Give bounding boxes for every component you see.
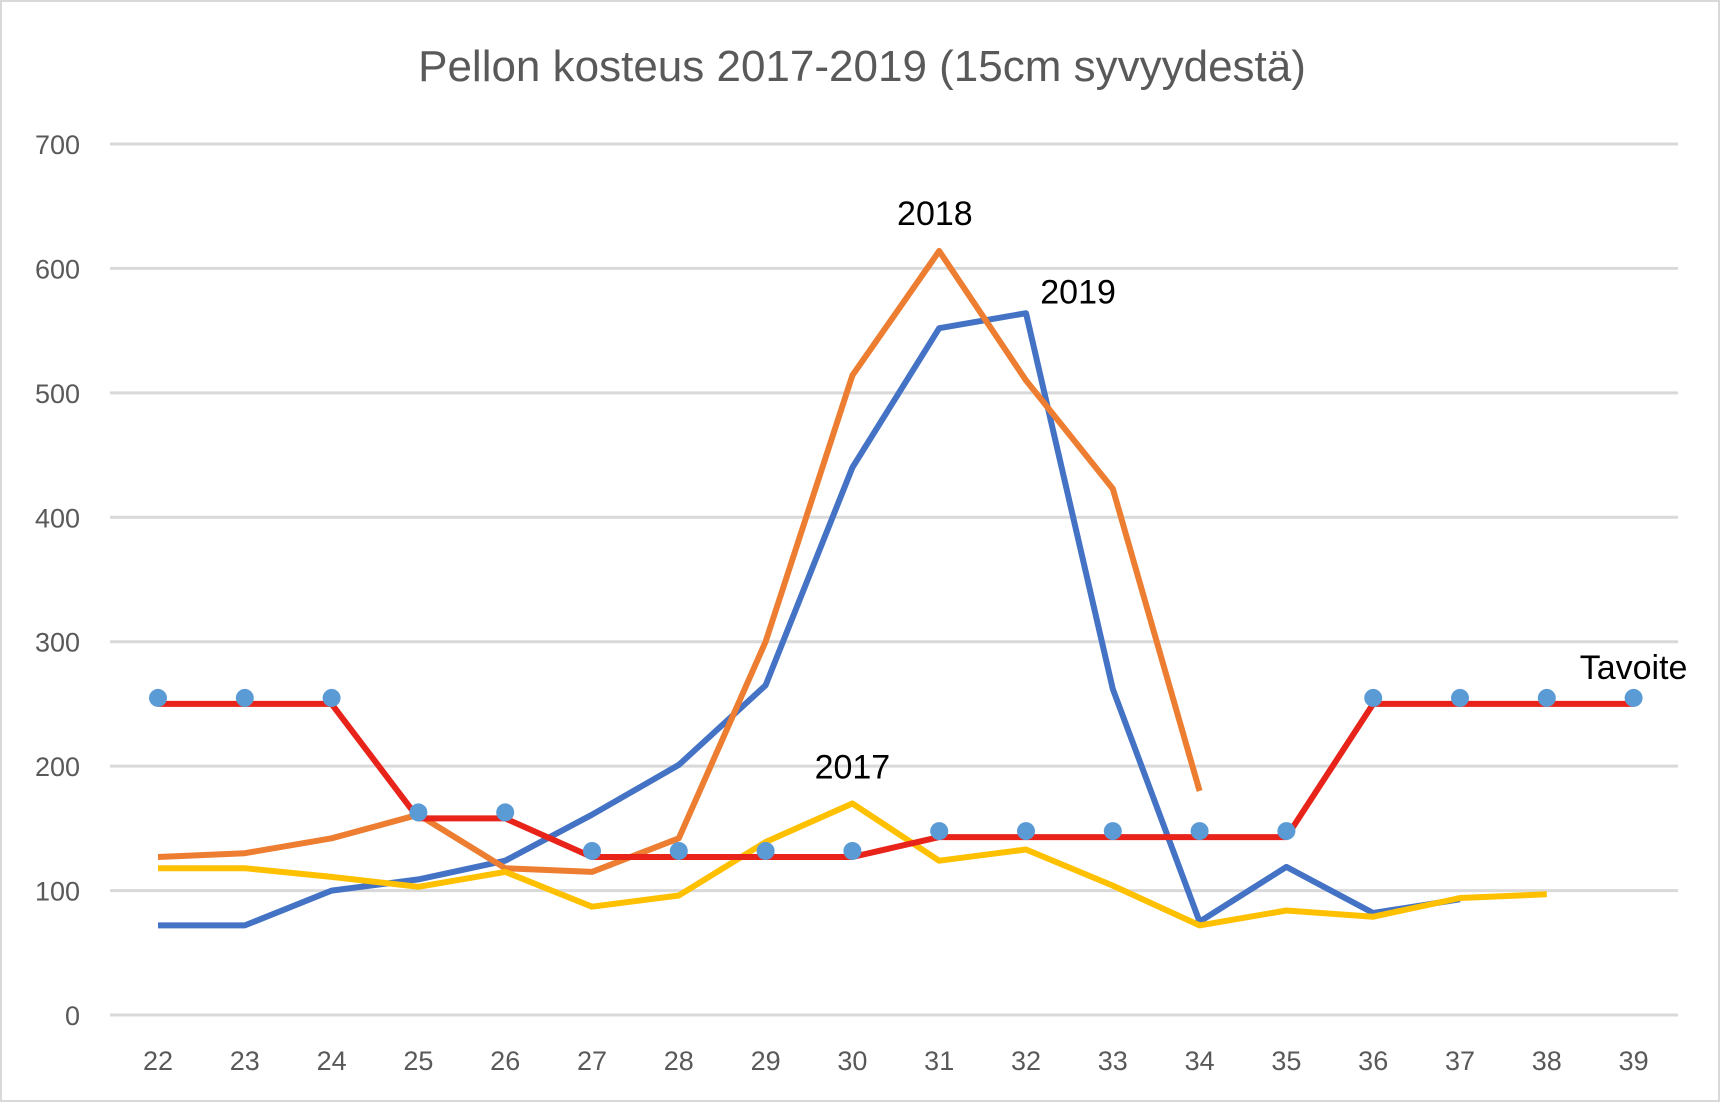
x-tick-label: 34 [1185,1046,1215,1076]
x-tick-label: 36 [1358,1046,1388,1076]
marker-tavoite [1017,822,1035,841]
marker-tavoite [409,803,428,822]
marker-tavoite [930,822,949,841]
marker-tavoite [843,841,862,860]
annotation-label: 2019 [1040,273,1116,311]
y-tick-label: 300 [35,628,80,658]
x-tick-label: 31 [924,1046,954,1076]
chart-title: Pellon kosteus 2017-2019 (15cm syvyydest… [418,42,1306,91]
series-line-tavoite [158,700,1634,860]
x-tick-label: 29 [751,1046,781,1076]
annotation-label: Tavoite [1580,649,1688,687]
marker-tavoite [1190,822,1209,841]
x-tick-label: 26 [490,1046,520,1076]
series-lines [157,248,1634,929]
y-tick-label: 700 [35,130,80,160]
marker-tavoite [669,841,688,860]
marker-tavoite [1277,822,1296,841]
y-tick-label: 200 [35,752,80,782]
x-tick-label: 30 [837,1046,867,1076]
x-tick-label: 39 [1619,1046,1649,1076]
x-tick-label: 25 [403,1046,433,1076]
marker-tavoite [1364,688,1383,707]
series-line-s2019 [158,310,1461,929]
annotation-label: 2017 [815,749,891,787]
marker-tavoite [1451,688,1469,707]
series-markers [149,688,1643,860]
marker-tavoite [149,688,167,707]
y-axis-ticks: 0 100 200 300 400 500 600 700 [35,130,80,1031]
annotations: 2018 2019 2017 Tavoite [815,195,1688,787]
x-tick-label: 28 [664,1046,694,1076]
marker-tavoite [756,841,775,860]
marker-tavoite [496,803,515,822]
x-tick-label: 24 [317,1046,347,1076]
y-tick-label: 500 [35,379,80,409]
marker-tavoite [1624,688,1643,707]
x-tick-label: 22 [143,1046,173,1076]
x-tick-label: 37 [1445,1046,1475,1076]
x-tick-label: 35 [1271,1046,1301,1076]
x-axis-ticks: 22 23 24 25 26 27 28 29 30 31 32 33 34 35 36 37 38 39 [143,1046,1649,1076]
series-line-s2017 [158,800,1547,929]
y-tick-label: 600 [35,254,80,284]
marker-tavoite [583,841,601,860]
y-tick-label: 0 [65,1001,80,1031]
y-tick-label: 400 [35,503,80,533]
y-tick-label: 100 [35,877,80,907]
x-tick-label: 27 [577,1046,607,1076]
series-line-s2018 [157,248,1203,875]
x-tick-label: 23 [230,1046,260,1076]
marker-tavoite [235,688,254,707]
marker-tavoite [322,688,341,707]
x-tick-label: 38 [1532,1046,1562,1076]
annotation-label: 2018 [897,195,973,233]
x-tick-label: 33 [1098,1046,1128,1076]
marker-tavoite [1103,822,1122,841]
marker-tavoite [1537,688,1556,707]
x-tick-label: 32 [1011,1046,1041,1076]
gridlines [110,142,1678,1017]
